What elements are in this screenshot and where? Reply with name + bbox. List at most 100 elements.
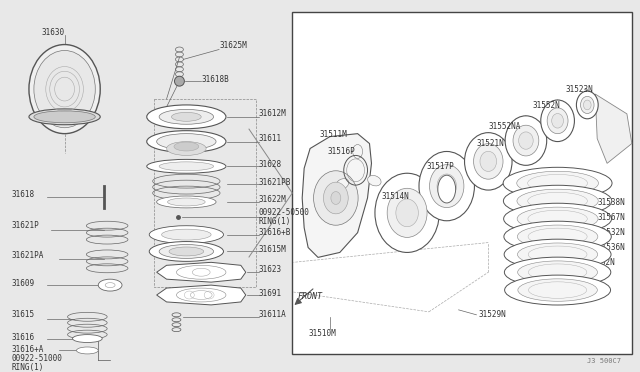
Ellipse shape	[174, 142, 199, 151]
Text: 31517P: 31517P	[427, 162, 454, 171]
Ellipse shape	[157, 134, 216, 150]
Polygon shape	[157, 262, 246, 282]
Ellipse shape	[437, 174, 456, 198]
Ellipse shape	[504, 257, 611, 287]
Polygon shape	[302, 134, 371, 257]
Ellipse shape	[314, 171, 358, 225]
Text: 31521N: 31521N	[476, 139, 504, 148]
Ellipse shape	[331, 192, 340, 205]
Ellipse shape	[517, 225, 598, 248]
Ellipse shape	[175, 76, 184, 86]
Ellipse shape	[149, 241, 223, 262]
Text: 31552NA: 31552NA	[488, 122, 521, 131]
Ellipse shape	[438, 175, 456, 203]
Text: 31623: 31623	[259, 265, 282, 274]
Ellipse shape	[172, 112, 201, 121]
Ellipse shape	[504, 221, 611, 252]
Ellipse shape	[480, 151, 497, 171]
Ellipse shape	[547, 108, 568, 134]
Ellipse shape	[336, 179, 349, 190]
Text: 31511M: 31511M	[320, 129, 348, 139]
Text: 31618B: 31618B	[201, 75, 229, 84]
Ellipse shape	[169, 247, 204, 256]
Ellipse shape	[580, 96, 594, 113]
Text: 31630: 31630	[41, 28, 64, 37]
Ellipse shape	[517, 189, 598, 213]
Ellipse shape	[34, 51, 95, 128]
Ellipse shape	[584, 100, 591, 110]
Text: 31609: 31609	[11, 279, 35, 288]
Ellipse shape	[552, 113, 563, 128]
Text: 31691: 31691	[259, 289, 282, 298]
Text: 31532N: 31532N	[588, 258, 615, 267]
Ellipse shape	[367, 176, 381, 186]
Ellipse shape	[504, 185, 612, 217]
Text: 31523N: 31523N	[566, 84, 593, 94]
Ellipse shape	[147, 131, 226, 153]
Ellipse shape	[503, 167, 612, 199]
Text: 31611: 31611	[259, 134, 282, 143]
Ellipse shape	[149, 226, 223, 244]
Ellipse shape	[517, 207, 598, 230]
Ellipse shape	[76, 347, 99, 354]
Ellipse shape	[162, 229, 211, 240]
Text: 31621PA: 31621PA	[11, 251, 44, 260]
Text: 31567N: 31567N	[597, 213, 625, 222]
Text: 31611A: 31611A	[259, 310, 286, 319]
Ellipse shape	[504, 275, 611, 305]
Ellipse shape	[99, 279, 122, 291]
Text: RING(1): RING(1)	[259, 217, 291, 226]
Ellipse shape	[323, 182, 348, 214]
Ellipse shape	[166, 142, 206, 155]
Ellipse shape	[147, 159, 226, 173]
Ellipse shape	[419, 151, 474, 221]
Ellipse shape	[504, 239, 611, 270]
Ellipse shape	[159, 244, 214, 259]
Text: 31616: 31616	[11, 333, 35, 342]
Text: 31615: 31615	[11, 310, 35, 319]
Text: 31628: 31628	[259, 160, 282, 169]
Text: 31621P: 31621P	[11, 221, 39, 230]
Ellipse shape	[429, 165, 464, 208]
Ellipse shape	[157, 196, 216, 208]
Text: 31532N: 31532N	[597, 228, 625, 237]
Text: 31536N: 31536N	[597, 243, 625, 252]
Ellipse shape	[147, 105, 226, 129]
Text: 31616+B: 31616+B	[259, 228, 291, 237]
Ellipse shape	[105, 283, 115, 288]
Ellipse shape	[29, 109, 100, 125]
Ellipse shape	[518, 279, 597, 301]
Text: J3 500C7: J3 500C7	[588, 358, 621, 364]
Ellipse shape	[34, 111, 95, 123]
Text: 00922-51000: 00922-51000	[11, 354, 62, 363]
Polygon shape	[157, 285, 246, 305]
Text: 31616+A: 31616+A	[11, 345, 44, 354]
Text: 31516P: 31516P	[328, 147, 356, 156]
Text: 31612M: 31612M	[259, 109, 286, 118]
Ellipse shape	[159, 109, 214, 124]
Ellipse shape	[387, 188, 427, 237]
Text: 31510M: 31510M	[308, 329, 336, 338]
Ellipse shape	[168, 198, 205, 206]
Ellipse shape	[353, 145, 363, 158]
Ellipse shape	[513, 125, 539, 156]
Ellipse shape	[465, 133, 512, 190]
Ellipse shape	[516, 171, 598, 195]
Text: 31618: 31618	[11, 190, 35, 199]
Text: 00922-50500: 00922-50500	[259, 208, 310, 217]
Polygon shape	[595, 94, 632, 163]
Text: 31529N: 31529N	[478, 310, 506, 319]
Ellipse shape	[375, 173, 439, 253]
Ellipse shape	[518, 261, 598, 283]
Ellipse shape	[518, 243, 598, 266]
Text: 31621PB: 31621PB	[259, 178, 291, 187]
Ellipse shape	[396, 199, 419, 227]
Ellipse shape	[505, 116, 547, 165]
Ellipse shape	[541, 100, 575, 142]
Text: 31536N: 31536N	[575, 273, 602, 282]
Ellipse shape	[29, 45, 100, 134]
Ellipse shape	[72, 334, 102, 343]
Text: 31615M: 31615M	[259, 245, 286, 254]
Ellipse shape	[474, 144, 503, 179]
Ellipse shape	[159, 162, 214, 171]
